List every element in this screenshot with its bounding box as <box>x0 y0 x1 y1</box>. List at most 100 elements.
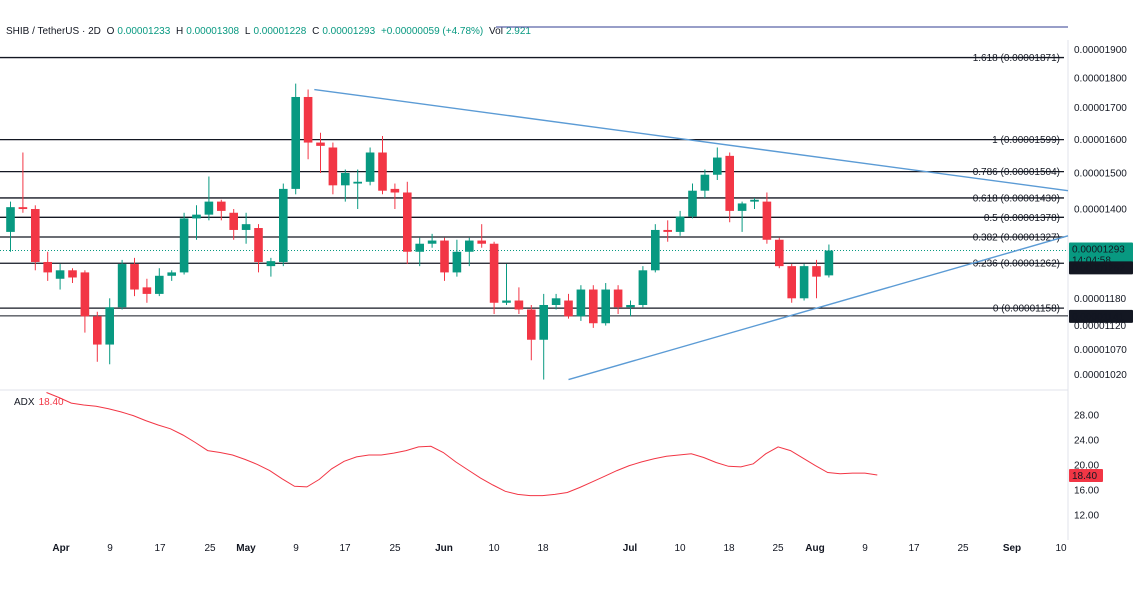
chart-legend-header: SHIB / TetherUS · 2D O 0.00001233 H 0.0000… <box>6 26 534 40</box>
price-axis-tick: 0.00001500 <box>1074 168 1127 179</box>
candle <box>576 285 586 321</box>
candle <box>775 237 784 269</box>
adx-axis-tick: 12.00 <box>1074 511 1099 522</box>
open-value: 0.00001233 <box>117 26 171 37</box>
time-axis-tick: 17 <box>339 543 351 554</box>
fib-level-label: 0.786 (0.00001504) <box>973 167 1060 178</box>
candle-body <box>18 207 28 210</box>
candle <box>353 169 362 210</box>
fib-level-label: 1.618 (0.00001871) <box>973 53 1060 64</box>
time-axis-tick: 10 <box>488 543 500 554</box>
candle-body <box>576 289 586 317</box>
candle-body <box>725 155 734 211</box>
candle-body <box>539 304 548 340</box>
candle <box>675 210 685 236</box>
adx-axis-tick: 24.00 <box>1074 436 1099 447</box>
candle <box>266 257 276 277</box>
time-axis-tick: May <box>236 543 256 554</box>
candle-body <box>105 307 114 345</box>
candle <box>725 152 734 223</box>
open-label: O <box>106 26 115 37</box>
candle-body <box>787 266 796 299</box>
candle <box>18 152 28 213</box>
price-tag-value: 0.00001252 <box>1072 263 1125 274</box>
time-axis-tick: 10 <box>674 543 686 554</box>
candle <box>713 147 722 181</box>
candle-body <box>316 142 325 146</box>
candle <box>452 239 462 277</box>
candle-body <box>192 214 201 219</box>
candle <box>316 132 325 173</box>
adx-value: 18.40 <box>38 397 64 408</box>
candle-body <box>303 96 313 143</box>
candle <box>688 183 697 219</box>
candle-body <box>80 272 90 317</box>
candle-body <box>117 264 127 308</box>
candle-body <box>452 251 462 273</box>
candle-body <box>130 264 139 290</box>
close-label: C <box>312 26 320 37</box>
candle <box>179 212 189 275</box>
candle-body <box>378 152 387 191</box>
candle-body <box>93 316 102 345</box>
trend-line <box>314 88 1069 192</box>
candle <box>663 220 672 242</box>
candle <box>824 244 834 278</box>
symbol-label[interactable]: SHIB / TetherUS · 2D <box>6 26 101 37</box>
volume-value: 2.921 <box>505 26 531 37</box>
close-value: 0.00001293 <box>322 26 376 37</box>
candle-body <box>477 240 486 244</box>
adx-axis-tick: 16.00 <box>1074 486 1099 497</box>
time-axis-tick: 25 <box>389 543 401 554</box>
price-axis-tick: 0.00001120 <box>1074 321 1127 332</box>
candle <box>241 212 251 244</box>
candle-body <box>799 266 809 299</box>
candle <box>55 264 65 290</box>
candle-body <box>514 300 524 310</box>
candle-body <box>341 172 350 186</box>
candle <box>6 201 15 252</box>
price-axis-tick: 0.00001700 <box>1074 103 1127 114</box>
candle-body <box>328 147 338 186</box>
candle-body <box>390 188 400 193</box>
fib-level-label: 0.618 (0.00001430) <box>973 193 1060 204</box>
time-axis-tick: Sep <box>1003 543 1021 554</box>
candle <box>502 264 511 305</box>
time-axis-tick: 25 <box>772 543 784 554</box>
candle-body <box>43 261 52 273</box>
candle <box>514 287 524 315</box>
candle <box>651 224 660 273</box>
time-axis-tick: 17 <box>908 543 920 554</box>
candle-body <box>675 216 685 232</box>
candle <box>737 201 747 232</box>
candle <box>341 169 350 202</box>
candle <box>626 300 635 317</box>
candle-body <box>415 243 424 252</box>
candle-body <box>589 289 598 324</box>
candle-body <box>824 250 834 276</box>
candle-body <box>204 201 214 215</box>
candle <box>465 237 474 267</box>
candle-body <box>812 266 821 277</box>
candle-body <box>229 212 238 230</box>
candle-body <box>775 239 784 267</box>
time-axis-tick: Jun <box>435 543 453 554</box>
candle <box>415 237 424 267</box>
candle-body <box>489 243 499 303</box>
candle <box>167 270 176 281</box>
time-axis-tick: 10 <box>1055 543 1067 554</box>
candle-body <box>6 207 15 232</box>
candle-body <box>142 287 152 294</box>
price-tag-value: 0.00001141 <box>1072 312 1125 323</box>
candle-body <box>626 304 635 308</box>
candle-body <box>564 300 573 317</box>
adx-value-tag-text: 18.40 <box>1072 471 1097 482</box>
time-axis-tick: Apr <box>52 543 69 554</box>
candle <box>440 237 449 281</box>
low-value: 0.00001228 <box>253 26 307 37</box>
candle-body <box>713 157 722 175</box>
fib-level-label: 0.382 (0.00001327) <box>973 232 1060 243</box>
candle <box>378 136 387 195</box>
candle-body <box>291 96 300 189</box>
